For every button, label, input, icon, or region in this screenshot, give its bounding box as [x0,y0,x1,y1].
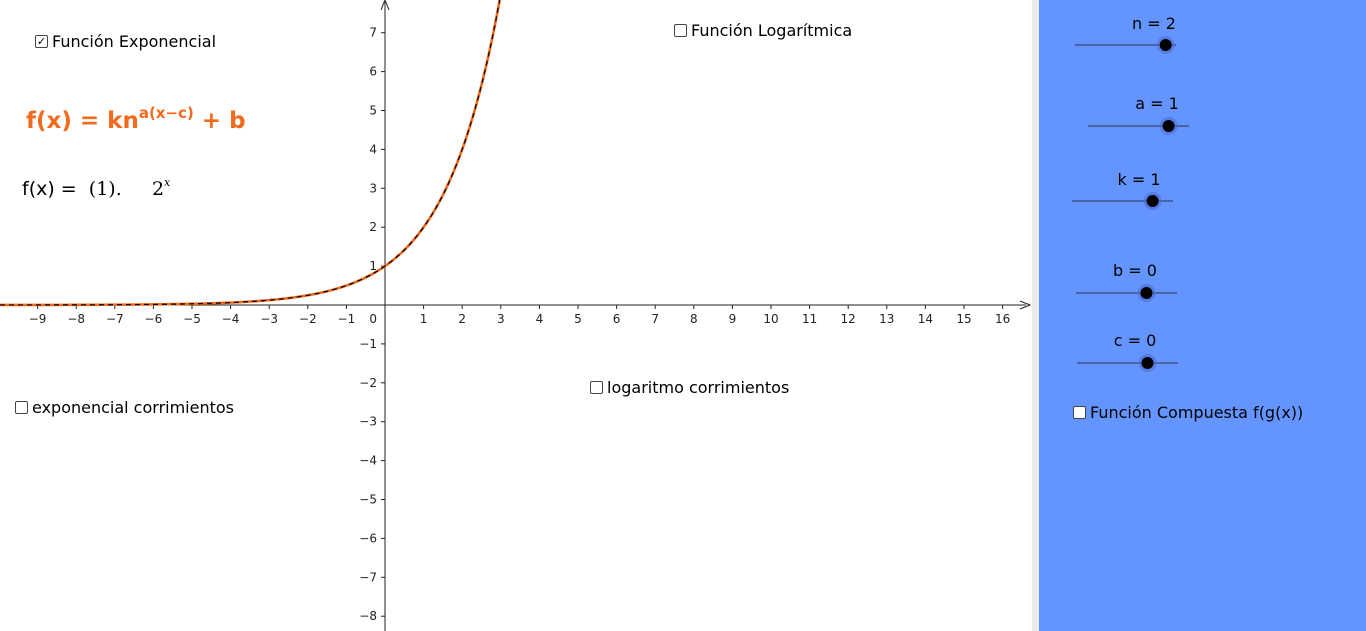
checkbox-compuesta-box[interactable] [1073,406,1086,419]
y-tick-label: −2 [359,376,377,390]
checkbox-exponencial-box[interactable]: ✓ [35,35,48,48]
x-tick-label: 13 [879,312,894,326]
slider-a-handle[interactable] [1162,120,1175,132]
slider-n[interactable] [1075,36,1176,54]
checkbox-logaritmica-label: Función Logarítmica [691,21,853,40]
checkbox-log-corrimientos-label: logaritmo corrimientos [607,378,790,397]
x-tick-label: 15 [956,312,971,326]
x-tick-label: 9 [729,312,737,326]
sliders [1072,36,1189,372]
x-tick-label: 6 [613,312,621,326]
view-divider[interactable] [1032,0,1039,631]
x-tick-label: −6 [145,312,163,326]
y-tick-label: −6 [359,531,377,545]
checkbox-funcion-compuesta[interactable]: Función Compuesta f(g(x)) [1073,403,1303,422]
y-tick-label: −5 [359,493,377,507]
x-tick-label: 2 [458,312,466,326]
slider-k-label: k = 1 [1117,170,1161,189]
slider-b-handle[interactable] [1140,287,1153,299]
general-formula-lhs: f(x) = kn [26,108,139,134]
checkbox-exponencial-corrimientos[interactable]: exponencial corrimientos [15,398,234,417]
y-tick-label: −4 [359,454,377,468]
y-tick-label: 1 [369,259,377,273]
x-tick-label: −1 [338,312,356,326]
y-tick-label: 3 [369,181,377,195]
slider-b-label: b = 0 [1113,261,1157,280]
slider-c[interactable] [1077,354,1178,372]
x-tick-label: −2 [299,312,317,326]
checkbox-funcion-exponencial[interactable]: ✓ Función Exponencial [35,32,216,51]
x-tick-label: −9 [29,312,47,326]
evaluated-formula: f(x) = (1). 2x [22,176,170,200]
x-tick-label: 12 [841,312,856,326]
checkbox-exp-corrimientos-label: exponencial corrimientos [32,398,234,417]
x-tick-label: 16 [995,312,1010,326]
slider-c-handle[interactable] [1141,357,1154,369]
y-tick-label: 2 [369,220,377,234]
evaluated-formula-exponent: x [164,176,171,189]
x-tick-label: 10 [763,312,778,326]
x-tick-label: −4 [222,312,240,326]
checkbox-compuesta-label: Función Compuesta f(g(x)) [1090,403,1304,422]
slider-a-label: a = 1 [1135,94,1179,113]
y-tick-label: 4 [369,142,377,156]
x-tick-label: −8 [67,312,85,326]
slider-k-handle[interactable] [1146,195,1159,207]
slider-n-handle[interactable] [1159,39,1172,51]
x-axis-arrow [1019,300,1032,310]
y-tick-label: −3 [359,415,377,429]
exponential-curve-dashed [0,0,501,306]
slider-k[interactable] [1072,192,1173,210]
y-tick-label: 5 [369,104,377,118]
y-tick-label: −7 [359,570,377,584]
y-tick-label: −8 [359,609,377,623]
slider-b[interactable] [1076,284,1177,302]
slider-a[interactable] [1088,117,1189,135]
general-formula-exponent: a(x−c) [138,104,194,122]
y-tick-label: 6 [369,65,377,79]
x-tick-label: 14 [918,312,933,326]
x-tick-label: −5 [183,312,201,326]
slider-panel: n = 2 a = 1 k = 1 b = 0 c = 0 Función Co… [1039,0,1366,631]
slider-n-label: n = 2 [1132,14,1176,33]
graphics-view[interactable]: −9 −8 −7 −6 −5 −4 −3 −2 −1 1 2 3 4 5 6 7 8 9 10 11 12 13 14 15 1… [0,0,1032,631]
x-tick-label: 8 [690,312,698,326]
x-tick-label: 4 [536,312,544,326]
checkbox-logaritmo-corrimientos[interactable]: logaritmo corrimientos [590,378,789,397]
general-formula: f(x) = kna(x−c) + b [26,104,246,134]
checkbox-logaritmica-box[interactable] [674,24,687,37]
slider-c-label: c = 0 [1113,331,1157,350]
axis-ticks: −9 −8 −7 −6 −5 −4 −3 −2 −1 1 2 3 4 5 6 7 8 9 10 11 12 13 14 15 1… [29,26,1010,624]
general-formula-tail: + b [193,108,246,134]
y-tick-label: 7 [369,26,377,40]
y-tick-label: −1 [359,337,377,351]
checkbox-exponencial-label: Función Exponencial [52,32,217,51]
x-tick-label: 3 [497,312,505,326]
evaluated-formula-lhs: f(x) = [22,178,83,200]
x-tick-label: −3 [260,312,278,326]
origin-label: 0 [369,312,377,326]
x-tick-label: 7 [651,312,659,326]
checkbox-exp-corrimientos-box[interactable] [15,401,28,414]
x-tick-label: 1 [420,312,428,326]
checkbox-funcion-logaritmica[interactable]: Función Logarítmica [674,21,852,40]
x-tick-label: −7 [106,312,124,326]
y-axis-arrow [380,0,390,11]
checkbox-log-corrimientos-box[interactable] [590,381,603,394]
x-tick-label: 5 [574,312,582,326]
evaluated-formula-coef: (1). 2 [82,178,165,200]
x-tick-label: 11 [802,312,817,326]
